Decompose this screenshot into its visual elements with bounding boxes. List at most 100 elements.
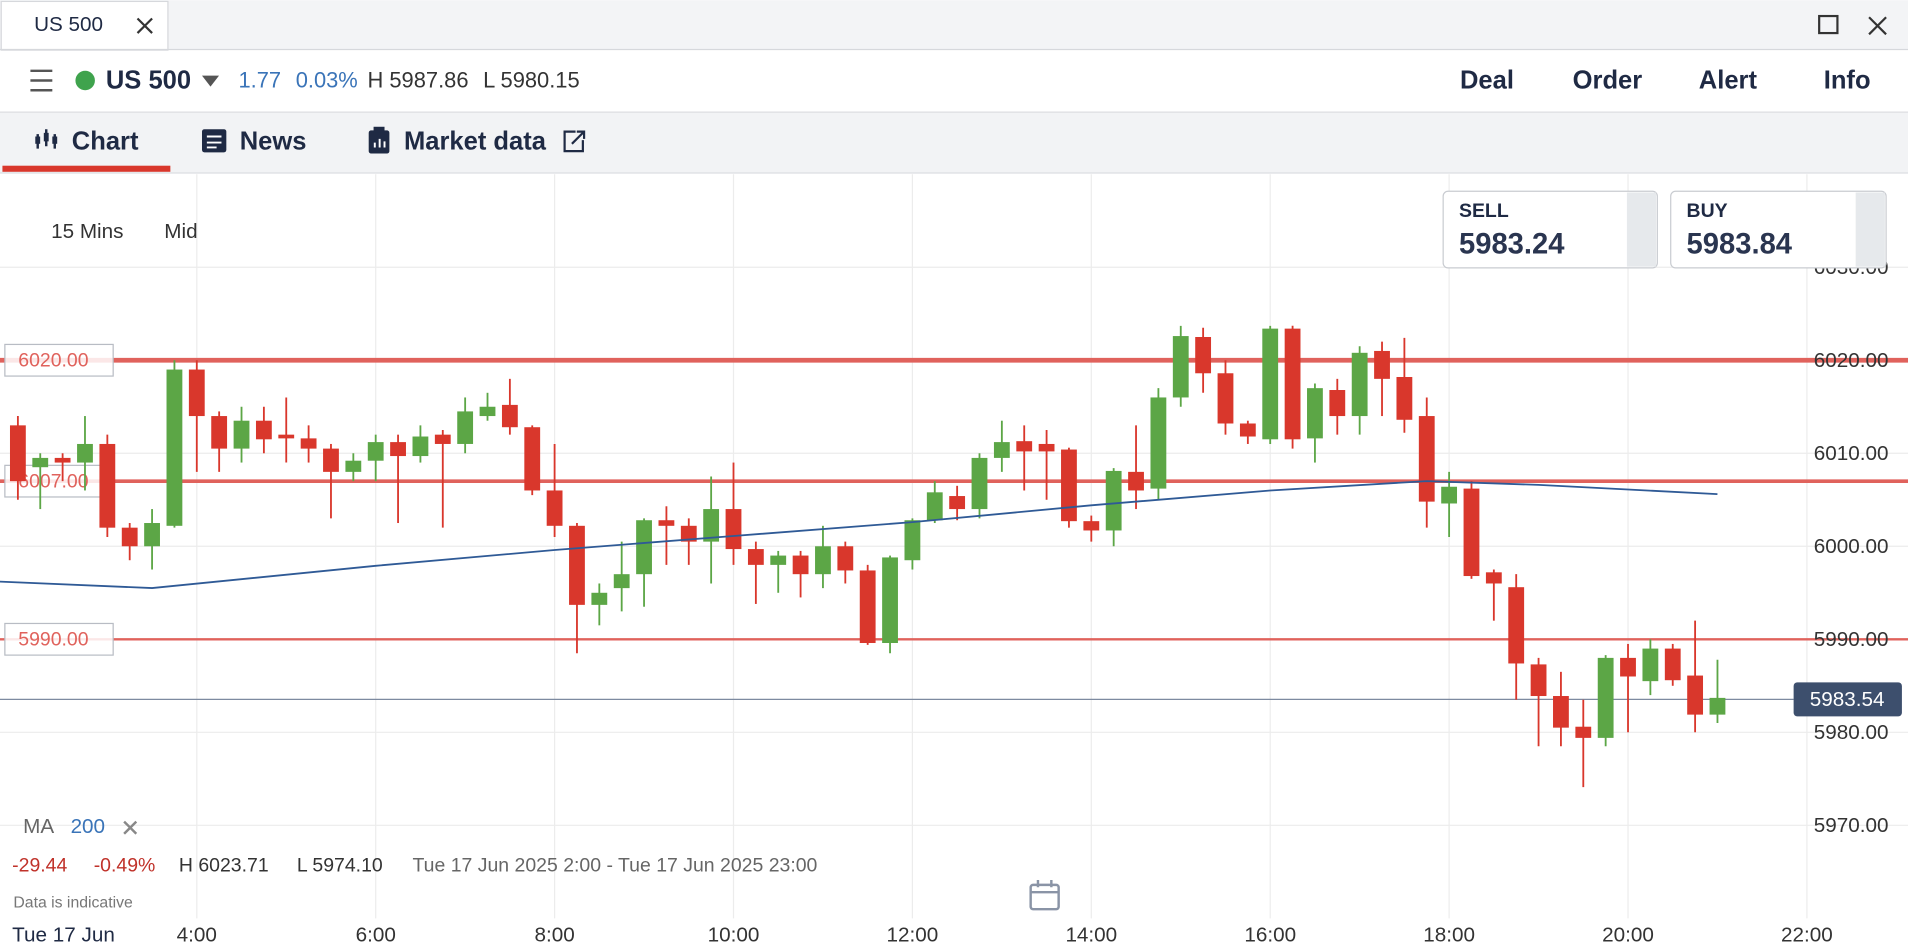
candle-body — [636, 520, 652, 575]
tab-close-icon[interactable] — [136, 17, 153, 34]
period-change: -29.44 — [12, 855, 67, 877]
price-level-tag — [4, 622, 114, 656]
calendar-icon — [1030, 879, 1059, 894]
candle-body — [569, 525, 585, 605]
candle-body — [949, 496, 966, 510]
menu-icon[interactable] — [30, 69, 53, 92]
candle-body — [1284, 328, 1301, 440]
candle-body — [255, 420, 272, 440]
chart: 4:00 6:00 8:00 10:00 12:00 14:00 16:00 18:00 20:… — [0, 174, 1908, 946]
maximize-icon[interactable] — [1818, 14, 1839, 35]
y-tick-label: 6020.00 — [1814, 349, 1889, 372]
x-tick-label: 20:00 — [1602, 923, 1654, 946]
moving-average-line — [0, 480, 1718, 589]
window-tab[interactable] — [0, 0, 169, 51]
buy-button[interactable] — [1670, 190, 1887, 269]
candle-body — [457, 411, 474, 444]
buy-button-edge — [1855, 192, 1885, 267]
candle-body — [993, 442, 1010, 458]
calendar-icon[interactable] — [1029, 883, 1060, 911]
indicator-period[interactable]: 200 — [71, 815, 105, 838]
chart-tab-icon — [52, 136, 58, 144]
x-tick-label: 4:00 — [177, 923, 217, 946]
candle-body — [77, 443, 93, 463]
period-low: L 5974.10 — [297, 855, 383, 877]
candle-body — [1530, 664, 1547, 697]
y-tick-label: 6000.00 — [1814, 535, 1889, 558]
candle-body — [1083, 521, 1100, 531]
candle-body — [1329, 390, 1346, 417]
candle-body — [501, 404, 518, 428]
candle-body — [859, 570, 876, 644]
candle-body — [725, 509, 742, 550]
candle-body — [1575, 726, 1592, 738]
market-data-tab-icon — [373, 138, 386, 148]
order-button[interactable]: Order — [1573, 66, 1643, 94]
candle-body — [1508, 587, 1525, 664]
candle-body — [1217, 373, 1234, 424]
x-tick-label: 8:00 — [534, 923, 574, 946]
window-tab-title: US 500 — [34, 13, 103, 36]
sell-button[interactable] — [1442, 190, 1658, 269]
period-change-percent: -0.49% — [94, 855, 156, 877]
indicator-name: MA — [23, 815, 54, 838]
candle-body — [345, 460, 362, 472]
market-data-tab[interactable]: Market data — [404, 127, 547, 155]
y-tick-label: 5980.00 — [1814, 721, 1889, 744]
candle-body — [211, 416, 228, 449]
x-tick-label: 14:00 — [1065, 923, 1117, 946]
date-label: Tue 17 Jun — [12, 923, 115, 946]
candle-body — [1150, 397, 1167, 489]
chart-tab[interactable]: Chart — [72, 127, 139, 155]
candle-body — [390, 442, 406, 457]
alert-button[interactable]: Alert — [1699, 66, 1758, 94]
news-tab-icon — [201, 129, 227, 153]
price-type-selector[interactable]: Mid — [164, 220, 197, 243]
candle-body — [1418, 416, 1435, 502]
price-level-label: 6007.00 — [18, 471, 88, 493]
candle-body — [770, 555, 787, 565]
candle-body — [278, 434, 295, 439]
deal-button[interactable]: Deal — [1460, 66, 1514, 94]
candle-body — [1172, 336, 1189, 398]
candle-body — [1642, 648, 1659, 682]
sell-price: 5983.24 — [1459, 229, 1565, 261]
candle-body — [1553, 696, 1569, 728]
info-button[interactable]: Info — [1824, 66, 1871, 94]
candle-body — [1105, 470, 1122, 531]
price-level-label: 5990.00 — [18, 629, 88, 651]
remove-indicator[interactable] — [123, 820, 138, 835]
window-close-icon[interactable] — [1868, 16, 1887, 36]
candle-body — [479, 406, 496, 417]
candle-body — [1195, 336, 1212, 374]
candle-body — [323, 448, 339, 472]
market-data-tab-icon — [373, 126, 385, 133]
tab-bar — [0, 112, 1908, 174]
news-tab[interactable]: News — [240, 127, 307, 155]
candle-body — [1485, 572, 1502, 584]
interval-selector[interactable]: 15 Mins — [51, 220, 123, 243]
news-tab-icon — [206, 135, 222, 149]
candle-body — [166, 369, 183, 526]
day-high: H 5987.86 — [367, 68, 468, 93]
candle-body — [300, 438, 317, 449]
candle-body — [1664, 648, 1681, 681]
candle-body — [188, 369, 205, 417]
candle-body — [434, 434, 451, 444]
last-price-tag — [1793, 682, 1902, 717]
candle-body — [1262, 328, 1279, 440]
candle-body — [792, 555, 809, 575]
instrument-dropdown[interactable] — [201, 75, 220, 87]
chart-tab-icon — [43, 132, 49, 142]
x-tick-label: 10:00 — [708, 923, 760, 946]
candle-body — [680, 525, 697, 542]
candle-body — [1709, 697, 1726, 715]
instrument-name[interactable]: US 500 — [106, 66, 191, 94]
chart-tab-icon — [35, 136, 41, 144]
candle-body — [904, 520, 921, 561]
candle-body — [1597, 657, 1614, 738]
candle-body — [1687, 675, 1704, 715]
day-low: L 5980.15 — [483, 68, 580, 93]
